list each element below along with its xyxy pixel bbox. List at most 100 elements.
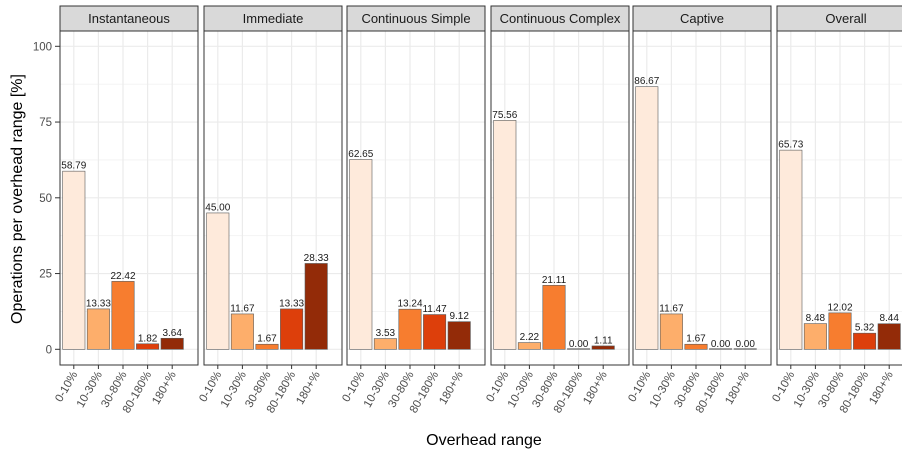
bar-value-label: 58.79 [61,161,86,172]
x-tick-label: 0-10% [197,370,224,405]
bar-value-label: 0.00 [569,339,589,350]
plot-layer: 0 25 50 75 100 Instantaneous 58.79 13.33 22.42 1.… [33,5,902,415]
bar-value-label: 0.00 [711,339,731,350]
bar-value-label: 1.67 [686,334,706,345]
bar-value-label: 3.64 [162,328,182,339]
bar-value-label: 22.42 [110,271,135,282]
bar-value-label: 13.24 [397,299,422,310]
facet-title: Continuous Simple [361,11,470,26]
bar [304,263,328,350]
y-tick-label: 0 [46,344,52,356]
x-tick-label: 180+% [581,370,609,407]
panel-border [59,30,199,366]
bar-value-label: 1.11 [594,335,613,346]
bar [591,345,615,350]
facet-panel: Immediate45.0011.671.6713.3328.330-10%10… [197,5,343,415]
bar [423,314,447,350]
facet-title: Captive [680,11,724,26]
x-tick-label: 180+% [867,370,895,407]
bar-value-label: 12.02 [827,302,852,313]
bar [517,342,541,350]
bar [136,343,160,350]
x-tick-label: 0-10% [340,370,367,405]
bar [206,212,230,350]
bar-value-label: 21.11 [542,275,567,286]
bar [230,313,254,350]
bar-value-label: 0.00 [735,339,755,350]
bar-value-label: 5.32 [855,323,875,334]
panel-border [776,30,902,366]
y-tick-label: 50 [39,193,52,205]
bar [779,149,803,350]
facet-strip [346,5,486,32]
bar [853,332,877,350]
bar-value-label: 65.73 [778,140,803,151]
bar-value-label: 3.53 [376,328,396,339]
bar [659,313,683,350]
x-tick-label: 180+% [723,370,751,407]
bar-value-label: 1.82 [138,333,158,344]
bar [111,281,135,350]
bar-value-label: 11.67 [230,303,255,314]
y-tick-label: 75 [39,117,52,129]
bar-value-label: 62.65 [348,149,373,160]
bar [542,285,566,350]
bar [373,338,397,350]
facet-panel: Continuous Simple 62.65 3.53 13.24 11.479.12… [340,5,486,415]
bar [733,348,757,350]
x-axis-title: Overhead range [426,432,542,449]
facet-title: Instantaneous [88,11,170,26]
facet-title: Immediate [243,11,304,26]
bar [255,343,279,350]
bar-value-label: 9.12 [449,311,469,322]
bar-value-label: 86.67 [634,76,659,87]
bar [86,308,110,350]
panel-border [203,30,343,366]
bar [398,308,422,350]
bar-value-label: 1.67 [257,334,277,345]
bar [877,323,901,350]
bar-value-label: 13.33 [279,298,304,309]
panel-border [346,30,486,366]
bar-value-label: 2.22 [520,332,540,343]
bar [280,308,304,350]
bar [803,323,827,350]
bar [447,321,471,350]
bar-value-label: 11.67 [659,303,684,314]
bar-value-label: 75.56 [492,110,517,121]
facet-panel: Overall65.738.4812.025.328.440-10%10-30%… [770,5,902,415]
x-tick-label: 0-10% [770,370,797,405]
x-tick-label: 0-10% [626,370,653,405]
facet-panel: Continuous Complex 75.56 2.22 21.11 0.00 1.11… [484,5,630,415]
bar [62,170,86,350]
facet-strip [632,5,772,32]
facet-strip [59,5,199,32]
x-tick-label: 0-10% [53,370,80,405]
y-axis-title: Operations per overhead range [%] [9,74,26,324]
bar [160,337,184,350]
y-tick-label: 25 [39,269,52,281]
bar [349,159,373,350]
x-tick-label: 0-10% [484,370,511,405]
bar-value-label: 45.00 [205,202,230,213]
bar-value-label: 8.44 [879,313,899,324]
bar [684,343,708,350]
x-tick-label: 180+% [150,370,178,407]
bar [567,348,591,350]
bar-value-label: 28.33 [304,253,329,264]
bar [828,312,852,350]
bar-value-label: 8.48 [806,313,826,324]
bar-value-label: 11.47 [422,304,447,315]
bar [709,348,733,350]
bar [493,120,517,350]
x-tick-label: 180+% [294,370,322,407]
facet-title: Overall [825,11,866,26]
panel-border [490,30,630,366]
x-tick-label: 180+% [437,370,465,407]
bar [635,86,659,350]
panel-border [632,30,772,366]
bar-value-label: 13.33 [86,298,111,309]
y-tick-label: 100 [33,41,52,53]
